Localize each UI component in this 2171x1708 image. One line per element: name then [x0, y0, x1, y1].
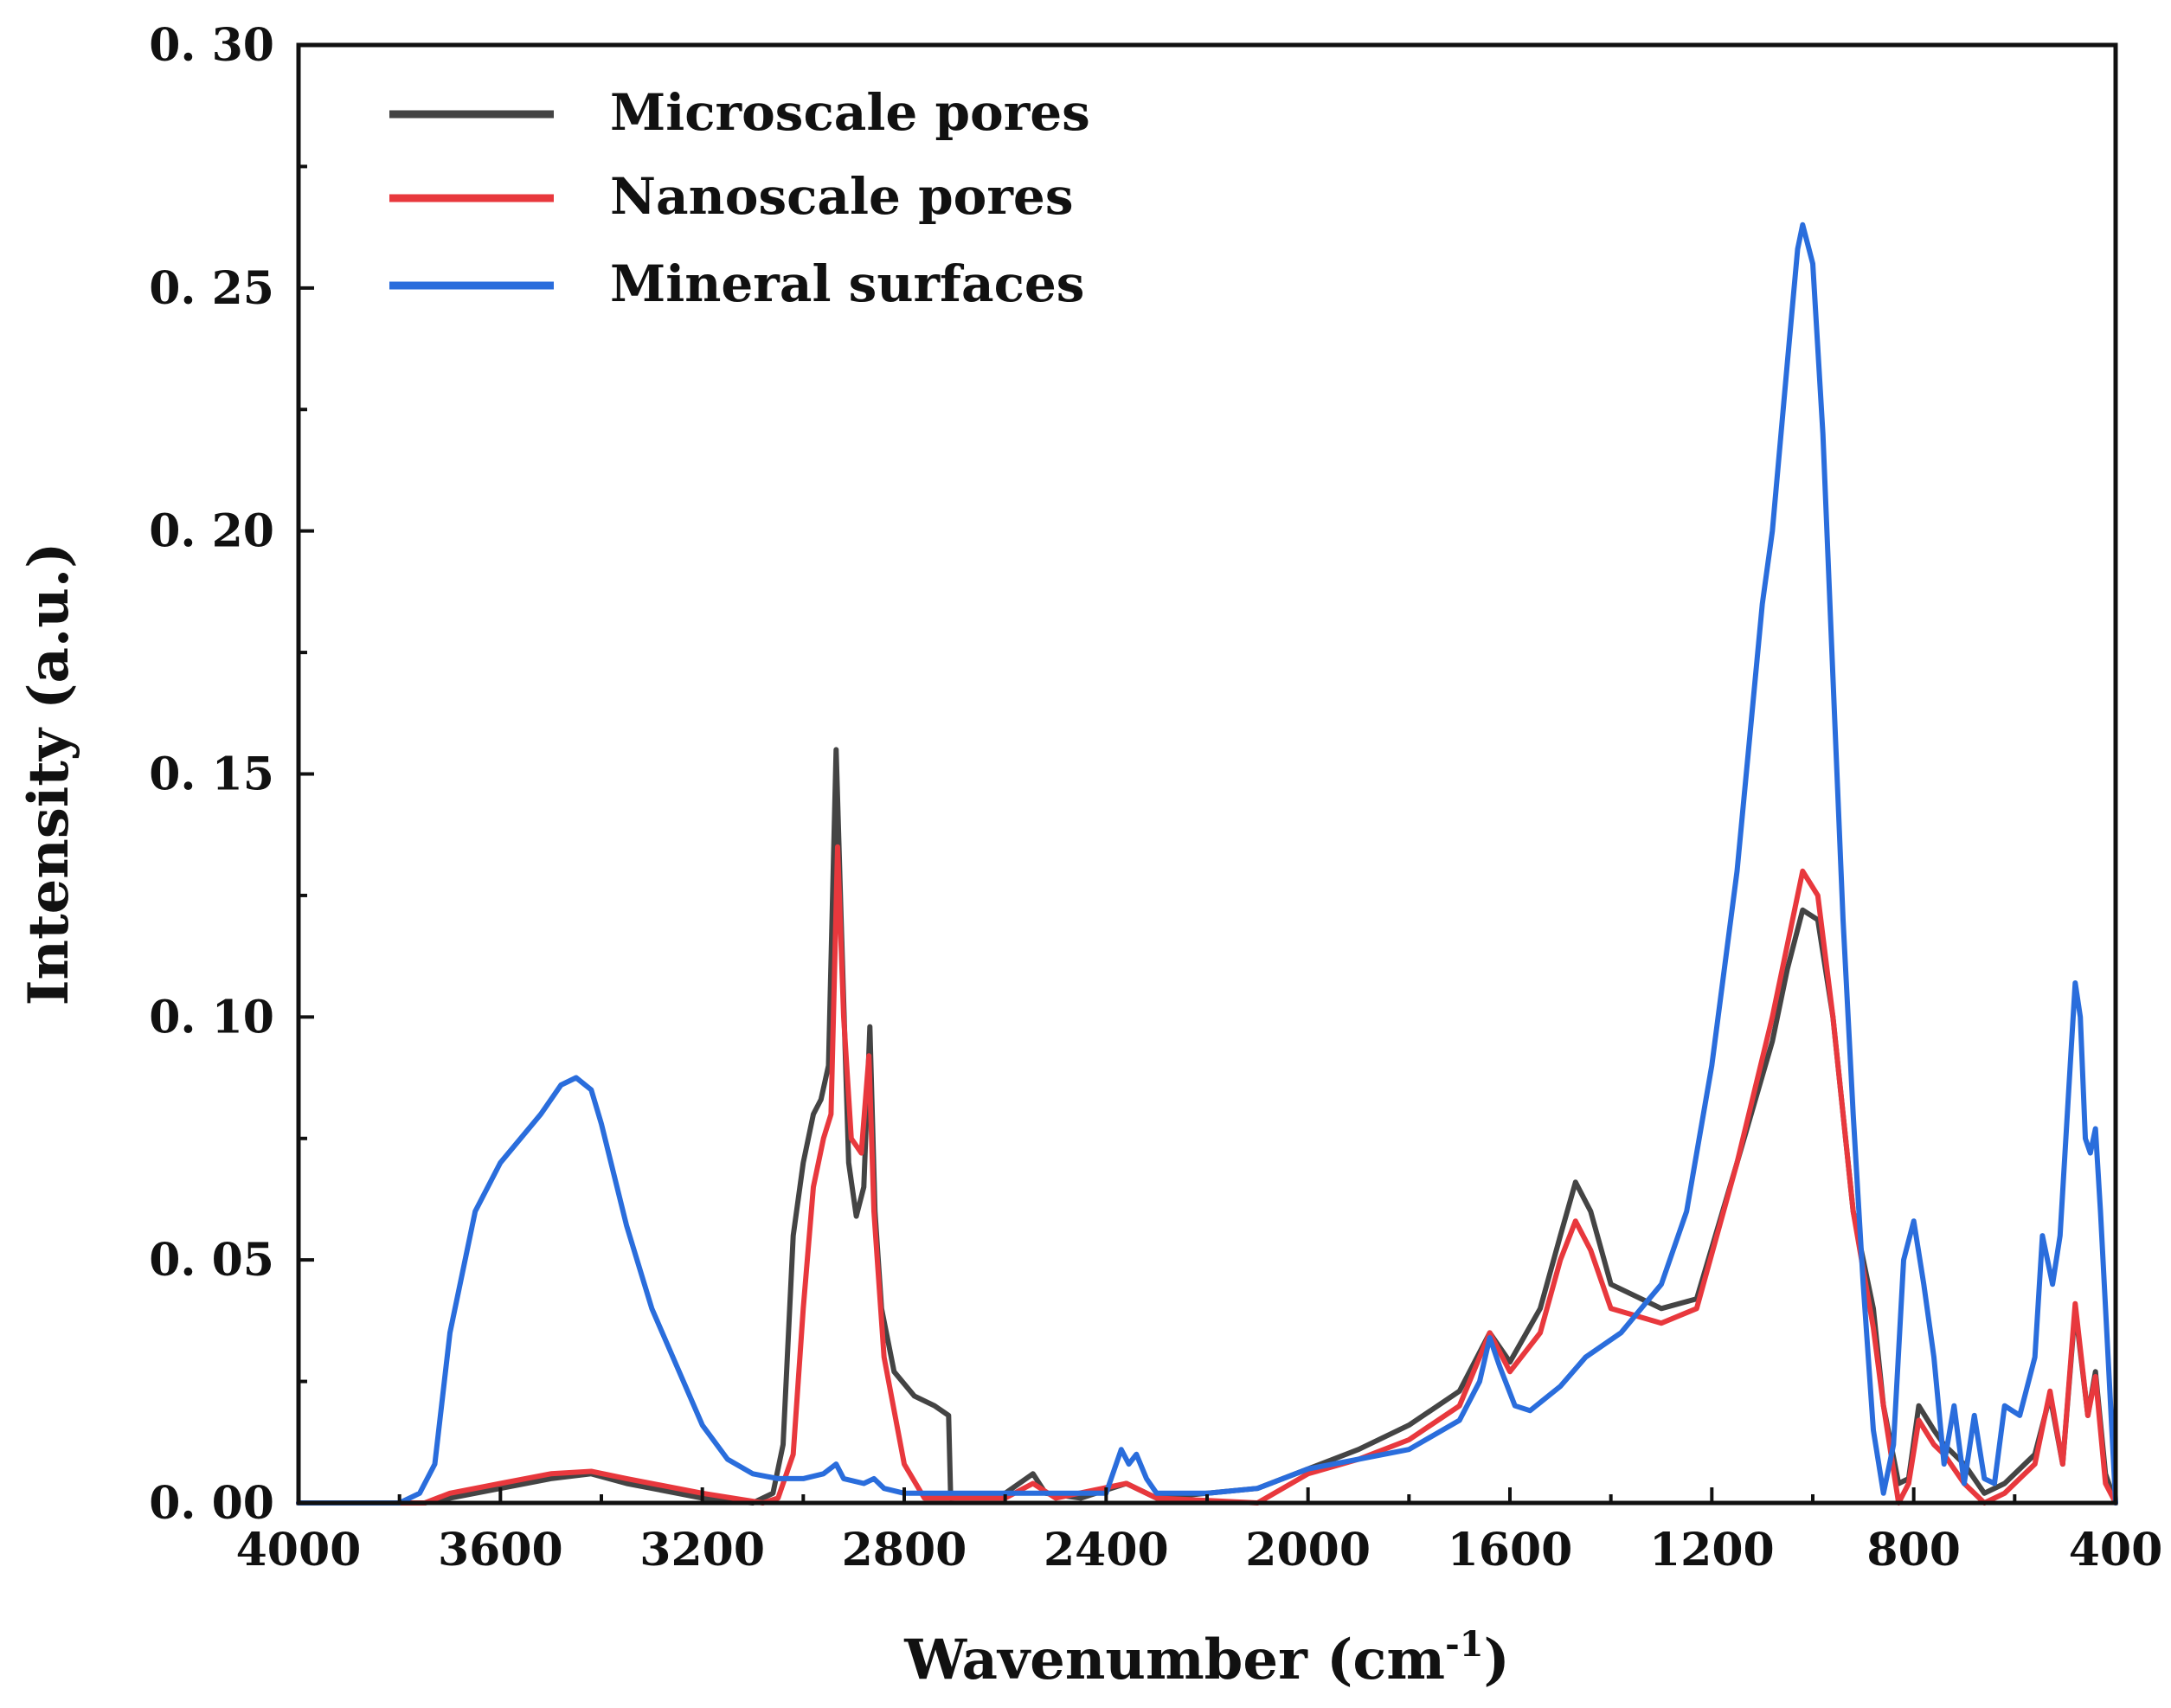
plot-frame: [296, 42, 2118, 1506]
x-tick-label: 4000: [236, 1524, 362, 1576]
x-tick-label: 800: [1866, 1524, 1961, 1576]
y-axis-title: Intensity (a.u.): [16, 543, 81, 1006]
y-tick-label: 0. 10: [149, 991, 274, 1043]
x-tick-label: 1200: [1649, 1524, 1775, 1576]
legend-label-nanoscale: Nanoscale pores: [610, 167, 1073, 226]
x-axis-title-close: ): [1484, 1628, 1510, 1692]
x-tick-label: 3600: [438, 1524, 563, 1576]
x-axis-title-text: Wavenumber (cm: [903, 1628, 1445, 1692]
x-tick-label: 400: [2069, 1524, 2163, 1576]
y-tick-label: 0. 05: [149, 1234, 274, 1287]
y-tick-label: 0. 00: [149, 1477, 274, 1530]
series-line-mineral-surfaces: [296, 222, 2118, 1506]
y-tick-label: 0. 15: [149, 748, 274, 801]
x-tick-label: 3200: [639, 1524, 765, 1576]
x-tick-label: 2400: [1044, 1524, 1169, 1576]
legend: Microscale pores Nanoscale pores Mineral…: [389, 83, 1090, 313]
y-tick-label: 0. 25: [149, 262, 274, 315]
y-tick-label: 0. 20: [149, 505, 274, 558]
series-line-nanoscale-pores: [296, 844, 2118, 1506]
x-axis-title: Wavenumber (cm-1): [903, 1624, 1510, 1692]
legend-label-mineral: Mineral surfaces: [610, 254, 1084, 313]
x-tick-label: 2000: [1245, 1524, 1371, 1576]
x-tick-label: 2800: [842, 1524, 967, 1576]
y-tick-label: 0. 30: [149, 19, 274, 72]
legend-label-microscale: Microscale pores: [610, 83, 1090, 142]
x-axis-title-superscript: -1: [1445, 1624, 1483, 1665]
x-tick-label: 1600: [1448, 1524, 1573, 1576]
